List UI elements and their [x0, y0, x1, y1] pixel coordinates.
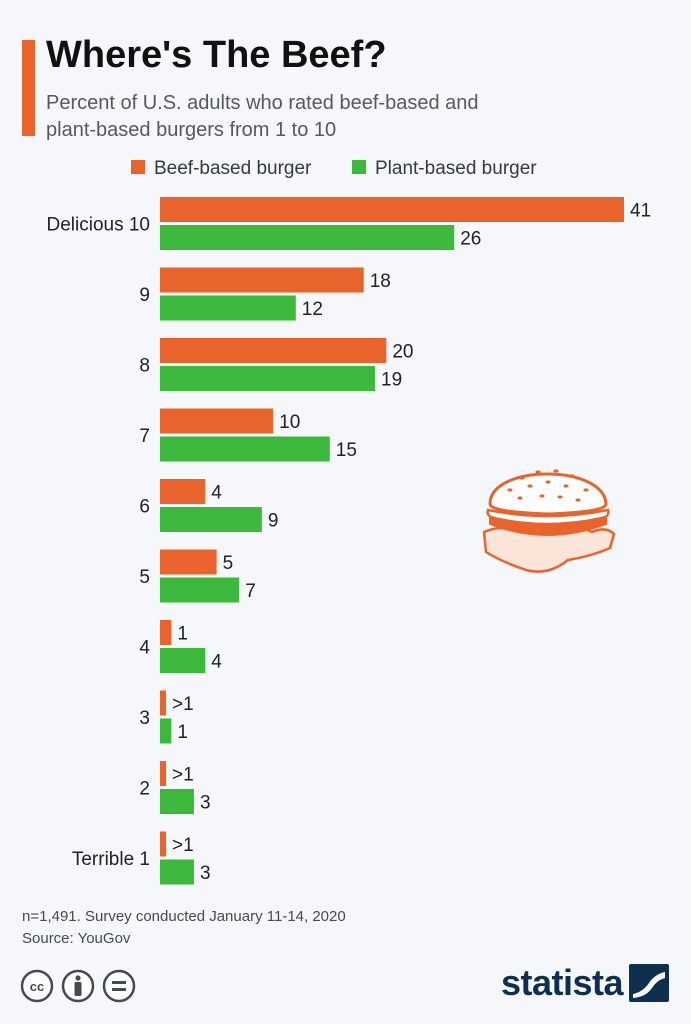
category-group-2: 2 >1 3 [139, 761, 211, 814]
beef-value-label: 4 [211, 483, 222, 504]
page-subtitle: Percent of U.S. adults who rated beef-ba… [46, 90, 606, 144]
category-label: Delicious 10 [47, 215, 151, 236]
plant-bar [160, 859, 194, 885]
plant-bar [160, 366, 376, 391]
beef-value-label: 41 [630, 201, 651, 222]
legend-swatch [352, 160, 366, 174]
beef-bar [160, 408, 274, 434]
legend-label: Plant-based burger [375, 158, 537, 179]
category-group-8: 8 20 19 [139, 338, 413, 391]
beef-bar [160, 479, 206, 504]
brand-name: statista [500, 962, 624, 1003]
beef-value-label: 18 [370, 271, 391, 292]
beef-value-label: 5 [223, 553, 234, 574]
plant-bar [160, 789, 194, 814]
sample-note: n=1,491. Survey conducted January 11-14,… [22, 908, 346, 925]
category-label: 6 [139, 497, 150, 518]
beef-bar [160, 338, 387, 363]
legend-label: Beef-based burger [154, 158, 312, 179]
beef-value-label: 10 [279, 412, 300, 433]
creative-commons-icon[interactable]: cc [20, 969, 54, 1003]
category-label: 5 [139, 567, 150, 588]
plant-bar [160, 718, 172, 744]
beef-value-label: >1 [172, 694, 194, 715]
plant-bar [160, 577, 240, 603]
category-group-5: 557 [139, 549, 256, 603]
footnote: n=1,491. Survey conducted January 11-14,… [22, 906, 346, 950]
plant-bar [160, 225, 455, 250]
legend-item-beef[interactable]: Beef-based burger [131, 158, 312, 179]
svg-text:cc: cc [30, 979, 44, 994]
beef-bar [160, 620, 172, 645]
category-group-4: 4 1 4 [139, 620, 222, 673]
plant-value-label: 19 [381, 370, 402, 391]
category-label: 2 [139, 779, 150, 800]
beef-value-label: >1 [172, 835, 194, 856]
beef-value-label: 1 [177, 624, 188, 645]
beef-bar [160, 831, 166, 857]
beef-value-label: 20 [392, 342, 413, 363]
beef-bar [160, 197, 624, 222]
source-note: Source: YouGov [22, 930, 131, 947]
subtitle-line-1: Percent of U.S. adults who rated beef-ba… [46, 92, 479, 114]
category-group-1: Terrible 1 >1 3 [72, 831, 211, 885]
beef-bar [160, 761, 166, 786]
beef-bar [160, 549, 217, 575]
plant-value-label: 3 [200, 793, 211, 814]
plant-value-label: 4 [211, 652, 222, 673]
beef-bar [160, 267, 364, 293]
attribution-icon[interactable] [61, 969, 95, 1003]
plant-value-label: 12 [302, 299, 323, 320]
statista-brand[interactable]: statista [501, 962, 669, 1004]
title-accent-bar [22, 40, 35, 136]
category-group-6: 6 4 9 [139, 479, 278, 532]
category-group-9: 9 18 12 [139, 267, 391, 321]
burger-icon [482, 469, 616, 573]
category-group-7: 7 10 15 [139, 408, 357, 462]
page-title: Where's The Beef? [46, 34, 387, 76]
plant-bar [160, 507, 262, 532]
beef-bar [160, 690, 166, 716]
plant-bar [160, 295, 296, 321]
legend-item-plant[interactable]: Plant-based burger [352, 158, 537, 179]
plant-bar [160, 648, 206, 673]
beef-value-label: >1 [172, 765, 194, 786]
plant-value-label: 1 [177, 722, 188, 743]
license-icons: cc [20, 969, 136, 1003]
plant-value-label: 9 [268, 511, 279, 532]
no-derivatives-icon[interactable] [102, 969, 136, 1003]
category-label: 7 [139, 426, 150, 447]
category-label: 3 [139, 708, 150, 729]
bar-chart: Beef-based burger Plant-based burger Delic… [47, 158, 651, 885]
category-label: 4 [139, 638, 150, 659]
subtitle-line-2: plant-based burgers from 1 to 10 [46, 119, 337, 141]
category-group-3: 3 >1 1 [139, 690, 194, 744]
category-group-10: Delicious 10 41 26 [47, 197, 651, 250]
plant-value-label: 7 [245, 581, 256, 602]
category-label: Terrible 1 [72, 849, 150, 870]
plant-value-label: 3 [200, 863, 211, 884]
category-label: 9 [139, 285, 150, 306]
statista-logo-icon [629, 964, 669, 1002]
plant-bar [160, 436, 330, 462]
legend-swatch [131, 160, 145, 174]
category-label: 8 [139, 356, 150, 377]
plant-value-label: 26 [460, 229, 481, 250]
plant-value-label: 15 [336, 440, 357, 461]
